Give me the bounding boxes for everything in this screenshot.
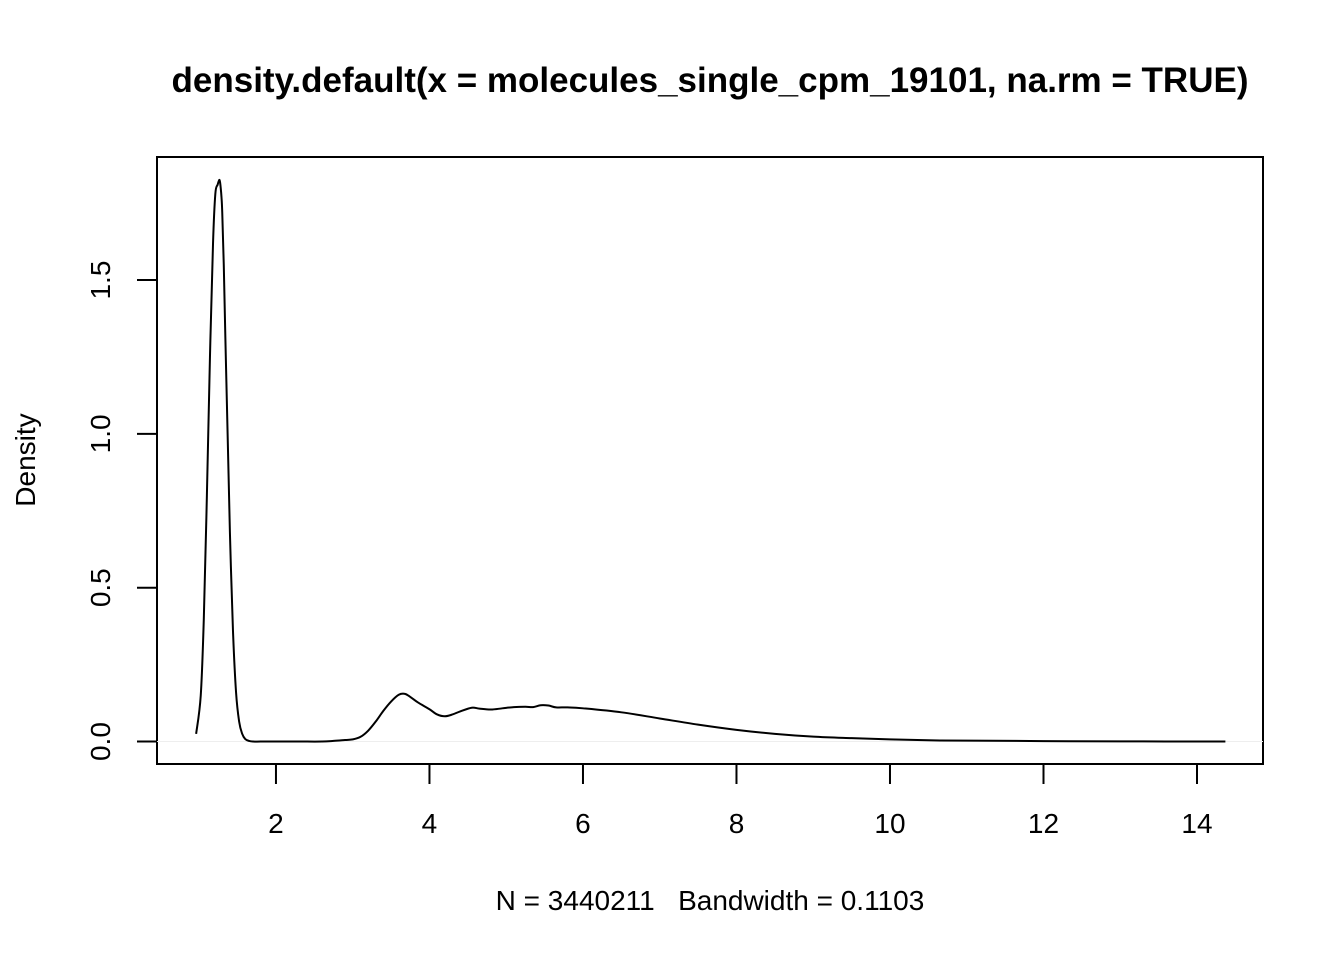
x-tick-label: 10 [874, 808, 905, 839]
x-tick-label: 12 [1028, 808, 1059, 839]
y-axis: 0.0 0.5 1.0 1.5 [85, 261, 158, 761]
x-tick-label: 8 [729, 808, 745, 839]
y-tick-label: 1.5 [85, 261, 116, 300]
x-axis: 2 4 6 8 10 12 14 [268, 763, 1213, 839]
x-tick-label: 2 [268, 808, 284, 839]
y-tick-label: 1.0 [85, 414, 116, 453]
x-tick-label: 14 [1181, 808, 1212, 839]
x-tick-label: 4 [422, 808, 438, 839]
plot-frame [156, 156, 1264, 765]
x-axis-label: N = 3440211 Bandwidth = 0.1103 [496, 885, 925, 916]
chart-title: density.default(x = molecules_single_cpm… [172, 61, 1249, 100]
density-curve [195, 178, 1226, 743]
y-tick-label: 0.0 [85, 722, 116, 761]
y-tick-label: 0.5 [85, 568, 116, 607]
y-axis-label: Density [10, 413, 41, 506]
x-tick-label: 6 [575, 808, 591, 839]
